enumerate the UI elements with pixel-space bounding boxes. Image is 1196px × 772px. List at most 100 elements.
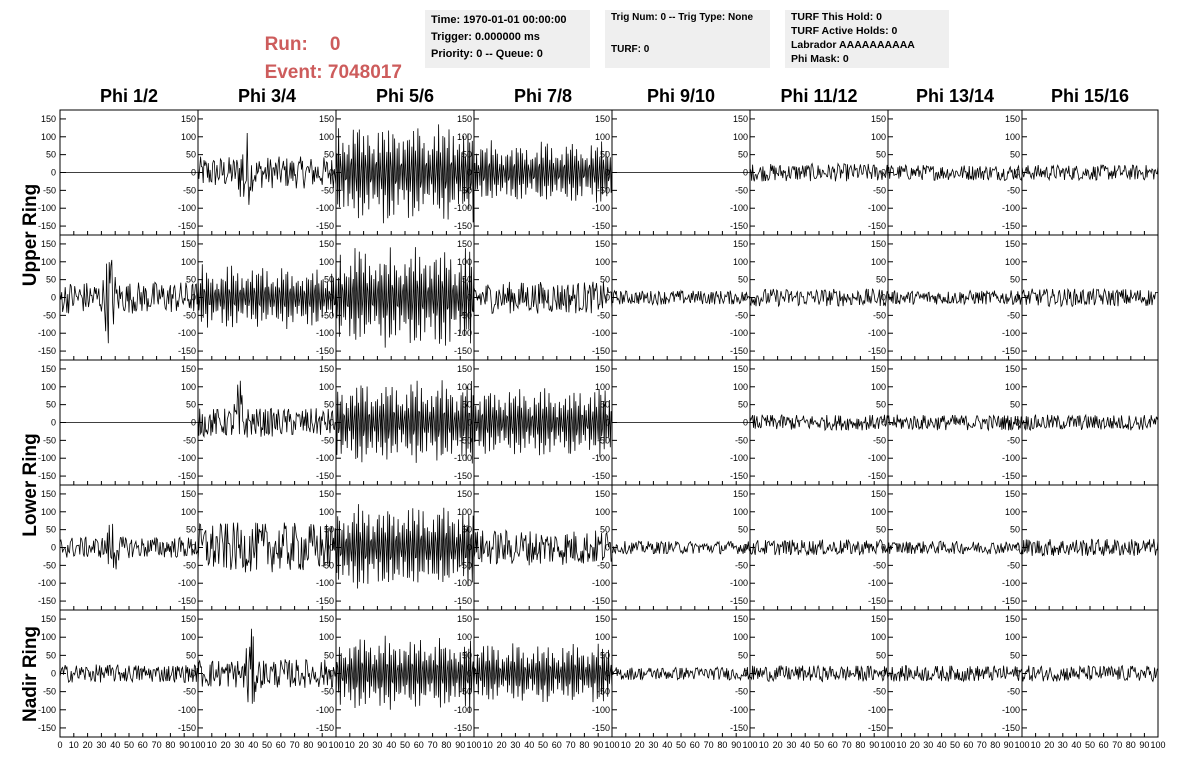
- waveform-panel: -150 -100 -50 0 50 100 150: [592, 484, 751, 611]
- y-tick-label: 50: [186, 400, 196, 410]
- y-tick-label: 150: [871, 114, 886, 124]
- turf-text: TURF: 0: [611, 44, 650, 55]
- x-tick-label: 20: [1044, 740, 1054, 750]
- waveform-panel: -150 -100 -50 0 50 100 150: [730, 609, 889, 738]
- waveform-line: [1021, 164, 1159, 182]
- panel-frame: [473, 234, 613, 361]
- x-tick-label: 50: [262, 740, 272, 750]
- x-tick-label: 40: [248, 740, 258, 750]
- y-tick-label: -50: [597, 560, 610, 570]
- waveform-line: [59, 523, 199, 570]
- x-tick-label: 10: [69, 740, 79, 750]
- y-tick-label: -150: [38, 596, 56, 606]
- y-tick-label: 50: [186, 650, 196, 660]
- y-tick-label: 0: [605, 543, 610, 553]
- y-tick-label: 150: [181, 489, 196, 499]
- y-tick-label: 100: [181, 382, 196, 392]
- y-tick-label: -100: [592, 328, 610, 338]
- y-tick-label: -50: [183, 185, 196, 195]
- column-title: Phi 1/2: [99, 86, 159, 106]
- x-tick-label: 100: [604, 740, 619, 750]
- y-tick-label: 150: [871, 489, 886, 499]
- y-tick-label: 150: [181, 614, 196, 624]
- waveform-panel: -150 -100 -50 0 50 100 150: [38, 484, 199, 611]
- y-tick-label: 100: [1005, 507, 1020, 517]
- y-tick-label: 0: [881, 543, 886, 553]
- waveform-panel: -150 -100 -50 0 50 100 150: [868, 484, 1023, 611]
- y-tick-label: -100: [454, 328, 472, 338]
- y-tick-label: 0: [191, 543, 196, 553]
- y-tick-label: 150: [1005, 239, 1020, 249]
- y-tick-label: 50: [324, 400, 334, 410]
- x-tick-label: 60: [552, 740, 562, 750]
- y-tick-label: -100: [454, 705, 472, 715]
- x-tick-label: 100: [742, 740, 757, 750]
- y-tick-label: -50: [597, 310, 610, 320]
- y-tick-label: -150: [454, 221, 472, 231]
- y-tick-label: 0: [1015, 669, 1020, 679]
- y-tick-label: 100: [871, 132, 886, 142]
- x-tick-label: 80: [855, 740, 865, 750]
- y-tick-label: 50: [324, 275, 334, 285]
- time-text: Time: 1970-01-01 00:00:00: [431, 14, 567, 26]
- y-tick-label: 50: [600, 275, 610, 285]
- x-tick-label: 80: [165, 740, 175, 750]
- waveform-panel: -150 -100 -50 0 50 100 150: [1002, 609, 1159, 738]
- y-tick-label: -50: [459, 310, 472, 320]
- y-tick-label: -50: [183, 435, 196, 445]
- waveform-line: [335, 380, 475, 464]
- y-tick-label: 50: [1010, 525, 1020, 535]
- x-tick-label: 70: [566, 740, 576, 750]
- waveform-panel: -150 -100 -50 0 50 100 150: [730, 109, 889, 236]
- x-tick-label: 80: [1126, 740, 1136, 750]
- waveform-line: [335, 247, 475, 348]
- x-tick-label: 70: [704, 740, 714, 750]
- column-title: Phi 15/16: [1050, 86, 1130, 106]
- y-tick-label: 150: [457, 114, 472, 124]
- y-tick-label: -100: [730, 203, 748, 213]
- y-tick-label: 50: [462, 400, 472, 410]
- x-tick-label: 100: [328, 740, 343, 750]
- y-tick-label: 50: [186, 275, 196, 285]
- x-tick-label: 70: [152, 740, 162, 750]
- waveform-panel: -150 -100 -50 0 50 100 150: [316, 234, 475, 361]
- y-tick-label: 50: [738, 525, 748, 535]
- y-tick-label: 0: [329, 669, 334, 679]
- waveform-panel: -150 -100 -50 0 50 100 150: [454, 234, 613, 361]
- y-tick-label: 100: [41, 382, 56, 392]
- y-tick-label: 150: [595, 114, 610, 124]
- y-tick-label: 0: [329, 293, 334, 303]
- y-tick-label: 150: [595, 614, 610, 624]
- waveform-panel: -150 -100 -50 0 50 100 150: [868, 359, 1023, 486]
- y-tick-label: 100: [457, 382, 472, 392]
- y-tick-label: -50: [321, 435, 334, 445]
- y-tick-label: 50: [1010, 150, 1020, 160]
- y-tick-label: -150: [38, 346, 56, 356]
- y-tick-label: -50: [183, 687, 196, 697]
- y-tick-label: -50: [735, 435, 748, 445]
- y-tick-label: 150: [181, 239, 196, 249]
- column-title: Phi 13/14: [915, 86, 995, 106]
- waveform-panel: -150 -100 -50 0 50 100 150: [38, 109, 199, 236]
- y-tick-label: -150: [1002, 221, 1020, 231]
- turf-active-text: TURF Active Holds: 0: [791, 25, 898, 37]
- y-tick-label: -100: [38, 705, 56, 715]
- y-tick-label: 50: [876, 275, 886, 285]
- y-tick-label: 100: [871, 257, 886, 267]
- event-label-text: Event:: [264, 62, 323, 83]
- waveform-panel: -150 -100 -50 0 50 100 150: [592, 234, 751, 361]
- waveform-panel: -150 -100 -50 0 50 100 150: [1002, 359, 1159, 486]
- x-tick-label: 80: [717, 740, 727, 750]
- y-tick-label: 150: [457, 614, 472, 624]
- y-tick-label: -50: [873, 687, 886, 697]
- x-tick-label: 50: [124, 740, 134, 750]
- y-tick-label: -50: [43, 310, 56, 320]
- y-tick-label: -150: [454, 596, 472, 606]
- y-tick-label: 50: [1010, 275, 1020, 285]
- y-tick-label: 50: [324, 150, 334, 160]
- x-tick-label: 100: [190, 740, 205, 750]
- waveform-line: [611, 666, 751, 682]
- y-tick-label: 0: [51, 293, 56, 303]
- waveform-line: [473, 643, 613, 703]
